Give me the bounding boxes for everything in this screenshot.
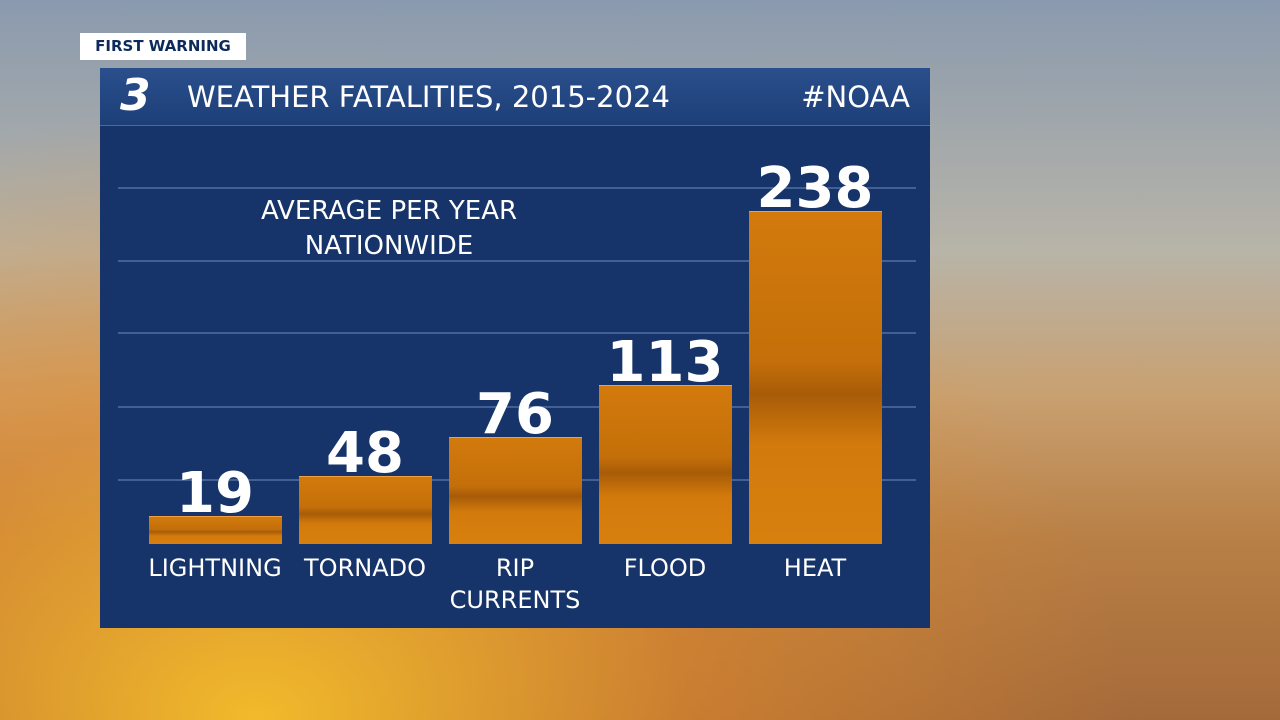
x-tick-label: HEAT — [783, 554, 847, 582]
value-label: 48 — [326, 421, 404, 487]
header-bar — [100, 68, 930, 126]
grid-line — [118, 332, 916, 334]
x-tick-label: RIP CURRENTS — [449, 554, 581, 614]
x-tick-label: TORNADO — [304, 554, 426, 582]
bar — [148, 516, 282, 544]
logo: 3 — [120, 70, 151, 121]
grid-line — [118, 187, 916, 189]
value-label: 19 — [176, 461, 254, 527]
chart-subtitle: AVERAGE PER YEAR NATIONWIDE — [260, 196, 518, 261]
bar — [298, 476, 432, 544]
grid-line — [118, 406, 916, 408]
x-tick-label: LIGHTNING — [148, 554, 282, 582]
bar — [448, 436, 582, 544]
x-tick-label: FLOOD — [623, 554, 707, 582]
grid-line — [118, 260, 916, 262]
value-label: 238 — [756, 156, 874, 221]
bar — [748, 211, 882, 544]
chart-title: WEATHER FATALITIES, 2015-2024 — [187, 80, 670, 114]
bar — [598, 385, 732, 544]
value-label: 76 — [476, 381, 554, 447]
hashtag: #NOAA — [801, 80, 910, 114]
value-label: 113 — [606, 330, 724, 396]
badge: FIRST WARNING — [80, 33, 246, 60]
